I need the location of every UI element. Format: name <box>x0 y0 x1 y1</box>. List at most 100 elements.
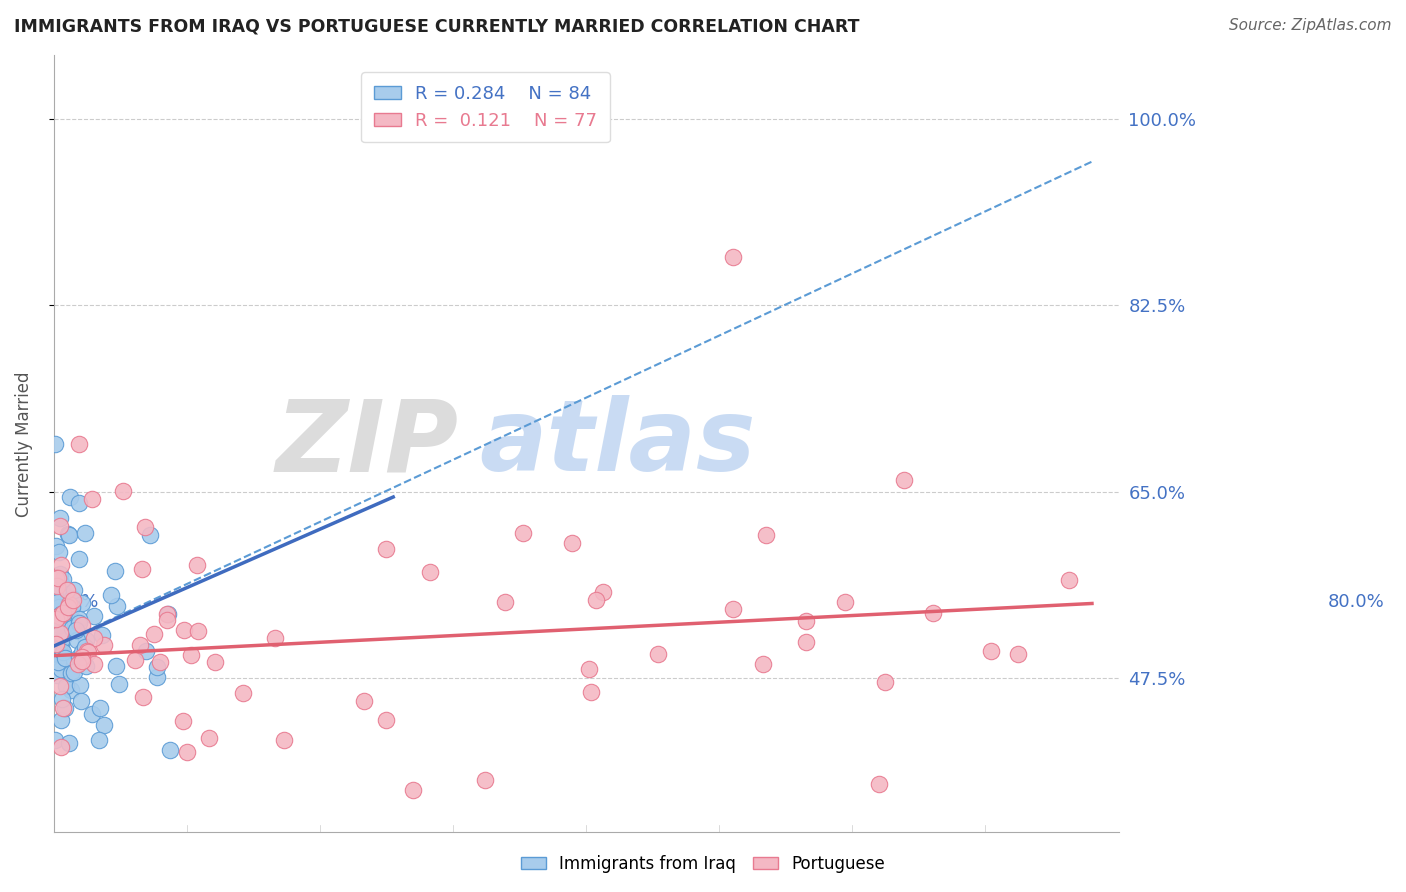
Point <box>89 701 111 715</box>
Point <box>873 675 896 690</box>
Point <box>51 640 73 654</box>
Point <box>45 539 67 553</box>
Point <box>49 713 72 727</box>
Point <box>52 629 75 643</box>
Point <box>70 650 93 665</box>
Point <box>108 676 131 690</box>
Point <box>55 679 77 693</box>
Point <box>49 679 72 693</box>
Point <box>44 663 66 677</box>
Point <box>72 618 94 632</box>
Point <box>419 566 441 580</box>
Point <box>353 694 375 708</box>
Point <box>80 491 103 506</box>
Point <box>65 624 87 638</box>
Point <box>46 579 69 593</box>
Point <box>82 706 104 721</box>
Point <box>60 621 83 635</box>
Point <box>105 658 128 673</box>
Point <box>721 251 744 265</box>
Point <box>83 609 105 624</box>
Point <box>60 666 83 681</box>
Point <box>561 536 583 550</box>
Point <box>51 648 73 663</box>
Point <box>104 565 127 579</box>
Point <box>67 616 90 631</box>
Point <box>49 518 72 533</box>
Point <box>49 511 72 525</box>
Point <box>721 601 744 615</box>
Point <box>56 599 79 614</box>
Point <box>128 639 150 653</box>
Point <box>49 607 72 622</box>
Point <box>73 526 96 541</box>
Point <box>752 657 775 672</box>
Point <box>89 733 111 747</box>
Point <box>579 685 602 699</box>
Point <box>156 613 179 627</box>
Point <box>124 653 146 667</box>
Point <box>58 736 80 750</box>
Point <box>868 777 890 791</box>
Point <box>66 632 89 647</box>
Point <box>921 606 943 620</box>
Point <box>647 647 669 661</box>
Point <box>72 596 94 610</box>
Point <box>44 577 66 591</box>
Point <box>60 599 83 614</box>
Point <box>893 473 915 487</box>
Point <box>980 644 1002 658</box>
Point <box>172 714 194 728</box>
Point <box>111 484 134 499</box>
Point <box>76 644 98 658</box>
Point <box>45 571 67 585</box>
Point <box>375 714 398 728</box>
Point <box>48 640 70 654</box>
Point <box>187 624 209 638</box>
Point <box>51 632 73 646</box>
Point <box>794 614 817 628</box>
Point <box>48 599 70 614</box>
Point <box>44 732 66 747</box>
Point <box>67 496 90 510</box>
Point <box>512 526 534 541</box>
Point <box>146 670 169 684</box>
Point <box>273 732 295 747</box>
Text: 0.0%: 0.0% <box>53 593 100 611</box>
Point <box>56 527 79 541</box>
Text: atlas: atlas <box>479 395 756 492</box>
Point <box>67 437 90 451</box>
Point <box>48 595 70 609</box>
Point <box>52 572 75 586</box>
Point <box>578 661 600 675</box>
Point <box>93 718 115 732</box>
Point <box>474 772 496 787</box>
Point <box>48 626 70 640</box>
Point <box>76 645 98 659</box>
Point <box>132 690 155 704</box>
Point <box>156 607 179 621</box>
Point <box>176 745 198 759</box>
Point <box>49 607 72 621</box>
Point <box>60 682 83 697</box>
Point <box>755 527 778 541</box>
Point <box>53 651 76 665</box>
Point <box>46 611 69 625</box>
Point <box>63 582 86 597</box>
Point <box>60 591 83 606</box>
Point <box>70 694 93 708</box>
Point <box>44 589 66 603</box>
Point <box>46 590 69 604</box>
Y-axis label: Currently Married: Currently Married <box>15 371 32 516</box>
Text: ZIP: ZIP <box>276 395 458 492</box>
Point <box>90 627 112 641</box>
Point <box>180 648 202 662</box>
Point <box>374 542 396 557</box>
Point <box>46 655 69 669</box>
Point <box>45 606 67 620</box>
Point <box>70 655 93 669</box>
Point <box>1057 574 1080 588</box>
Point <box>186 558 208 573</box>
Point <box>75 659 97 673</box>
Point <box>55 583 77 598</box>
